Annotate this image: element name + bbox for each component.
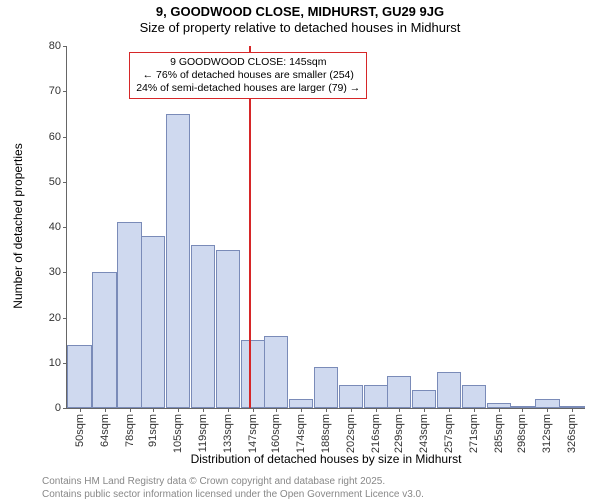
- y-tick-mark: [63, 182, 67, 183]
- annotation-box: 9 GOODWOOD CLOSE: 145sqm ← 76% of detach…: [129, 52, 367, 99]
- x-tick-mark: [449, 408, 450, 412]
- y-tick-mark: [63, 137, 67, 138]
- histogram-bar: [535, 399, 559, 408]
- histogram-bar: [191, 245, 215, 408]
- x-tick-label: 147sqm: [247, 414, 259, 453]
- y-tick-mark: [63, 46, 67, 47]
- x-tick-label: 119sqm: [197, 414, 209, 452]
- x-tick-mark: [153, 408, 154, 412]
- y-axis-label: Number of detached properties: [11, 143, 25, 308]
- histogram-bar: [339, 385, 363, 408]
- histogram-bar: [437, 372, 461, 408]
- footer-attribution: Contains HM Land Registry data © Crown c…: [42, 476, 424, 501]
- histogram-bar: [241, 340, 265, 408]
- x-tick-label: 174sqm: [295, 414, 307, 453]
- x-tick-mark: [326, 408, 327, 412]
- annotation-line1: 9 GOODWOOD CLOSE: 145sqm: [136, 56, 360, 69]
- x-tick-mark: [253, 408, 254, 412]
- histogram-bar: [216, 250, 240, 408]
- x-tick-label: 105sqm: [172, 414, 184, 453]
- x-tick-mark: [228, 408, 229, 412]
- x-tick-mark: [178, 408, 179, 412]
- x-tick-mark: [301, 408, 302, 412]
- chart-title: 9, GOODWOOD CLOSE, MIDHURST, GU29 9JG: [0, 4, 600, 19]
- x-tick-label: 202sqm: [345, 414, 357, 453]
- histogram-bar: [289, 399, 313, 408]
- histogram-bar: [67, 345, 91, 408]
- x-tick-label: 50sqm: [74, 414, 86, 447]
- histogram-bar: [487, 403, 511, 408]
- x-tick-label: 298sqm: [516, 414, 528, 453]
- histogram-bar: [364, 385, 388, 408]
- x-tick-label: 91sqm: [147, 414, 159, 447]
- x-tick-label: 133sqm: [222, 414, 234, 453]
- x-tick-mark: [351, 408, 352, 412]
- chart-subtitle: Size of property relative to detached ho…: [0, 20, 600, 35]
- x-tick-mark: [399, 408, 400, 412]
- histogram-bar: [462, 385, 486, 408]
- chart-container: Number of detached properties Distributi…: [42, 46, 584, 432]
- x-axis-label: Distribution of detached houses by size …: [191, 452, 462, 466]
- x-tick-mark: [522, 408, 523, 412]
- y-tick-mark: [63, 272, 67, 273]
- x-tick-mark: [474, 408, 475, 412]
- x-tick-mark: [547, 408, 548, 412]
- x-tick-mark: [130, 408, 131, 412]
- x-tick-mark: [424, 408, 425, 412]
- plot-area: Distribution of detached houses by size …: [66, 46, 585, 409]
- histogram-bar: [412, 390, 436, 408]
- reference-line: [249, 46, 251, 408]
- x-tick-label: 271sqm: [468, 414, 480, 453]
- x-tick-label: 78sqm: [124, 414, 136, 447]
- y-tick-mark: [63, 227, 67, 228]
- x-tick-label: 188sqm: [320, 414, 332, 453]
- x-tick-label: 64sqm: [99, 414, 111, 447]
- histogram-bar: [141, 236, 165, 408]
- y-tick-mark: [63, 91, 67, 92]
- x-tick-mark: [276, 408, 277, 412]
- x-tick-mark: [80, 408, 81, 412]
- x-tick-mark: [105, 408, 106, 412]
- x-tick-label: 285sqm: [493, 414, 505, 453]
- histogram-bar: [117, 222, 141, 408]
- x-tick-label: 312sqm: [541, 414, 553, 453]
- histogram-bar: [166, 114, 190, 408]
- annotation-line2: ← 76% of detached houses are smaller (25…: [136, 69, 360, 82]
- histogram-bar: [387, 376, 411, 408]
- footer-line1: Contains HM Land Registry data © Crown c…: [42, 476, 424, 489]
- x-tick-mark: [203, 408, 204, 412]
- y-tick-mark: [63, 408, 67, 409]
- x-tick-label: 216sqm: [370, 414, 382, 453]
- x-tick-label: 326sqm: [566, 414, 578, 453]
- y-tick-mark: [63, 318, 67, 319]
- x-tick-label: 229sqm: [393, 414, 405, 453]
- x-tick-label: 160sqm: [270, 414, 282, 453]
- histogram-bar: [264, 336, 288, 408]
- x-tick-label: 257sqm: [443, 414, 455, 453]
- annotation-line3: 24% of semi-detached houses are larger (…: [136, 82, 360, 95]
- x-tick-mark: [499, 408, 500, 412]
- histogram-bar: [510, 406, 534, 408]
- x-tick-mark: [376, 408, 377, 412]
- footer-line2: Contains public sector information licen…: [42, 489, 424, 502]
- x-tick-label: 243sqm: [418, 414, 430, 453]
- histogram-bar: [92, 272, 116, 408]
- histogram-bar: [560, 406, 584, 408]
- x-tick-mark: [572, 408, 573, 412]
- histogram-bar: [314, 367, 338, 408]
